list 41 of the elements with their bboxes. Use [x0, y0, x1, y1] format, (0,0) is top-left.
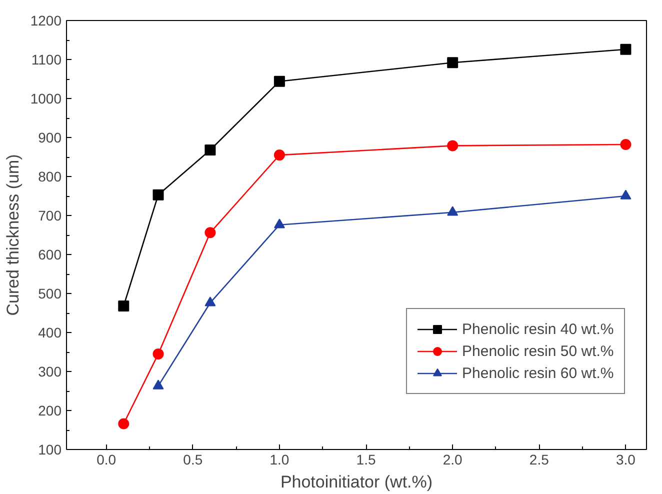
x-tick-label: 3.0 — [616, 452, 636, 468]
y-tick-label: 900 — [38, 130, 62, 146]
y-tick-label: 700 — [38, 208, 62, 224]
point — [274, 218, 285, 228]
x-tick-label: 0.0 — [96, 452, 116, 468]
legend-label: Phenolic resin 50 wt.% — [462, 342, 614, 360]
point — [204, 227, 216, 238]
point — [204, 296, 216, 306]
y-tick-label: 800 — [38, 168, 62, 184]
point — [274, 76, 285, 87]
point — [447, 140, 458, 152]
x-axis-title: Photoinitiator (wt.%) — [280, 472, 433, 492]
y-tick-label: 1100 — [31, 52, 62, 68]
y-tick-label: 1200 — [30, 12, 62, 28]
y-tick-label: 500 — [38, 286, 62, 302]
legend-label: Phenolic resin 60 wt.% — [462, 364, 614, 382]
y-tick-label: 400 — [38, 324, 62, 340]
point — [152, 348, 164, 360]
point — [274, 150, 285, 161]
point — [447, 57, 458, 68]
y-tick-label: 200 — [38, 402, 62, 418]
point — [620, 139, 632, 150]
x-tick-label: 1.5 — [356, 452, 376, 468]
x-tick-label: 2.5 — [529, 452, 550, 468]
point — [620, 44, 632, 55]
y-tick-label: 300 — [38, 364, 62, 380]
x-tick-label: 0.5 — [183, 452, 203, 468]
legend-label: Phenolic resin 40 wt.% — [462, 320, 614, 338]
point — [152, 380, 164, 390]
x-tick-label: 2.0 — [442, 452, 463, 468]
point — [204, 144, 216, 156]
x-tick-label: 1.0 — [270, 452, 290, 468]
y-tick-label: 100 — [38, 442, 62, 458]
point — [620, 190, 632, 200]
y-tick-label: 600 — [38, 246, 62, 262]
y-axis-title: Cured thickness (um) — [3, 154, 22, 316]
point — [152, 189, 164, 200]
point — [118, 300, 130, 312]
point — [118, 418, 130, 430]
point — [447, 206, 458, 216]
y-tick-label: 1000 — [30, 90, 62, 106]
